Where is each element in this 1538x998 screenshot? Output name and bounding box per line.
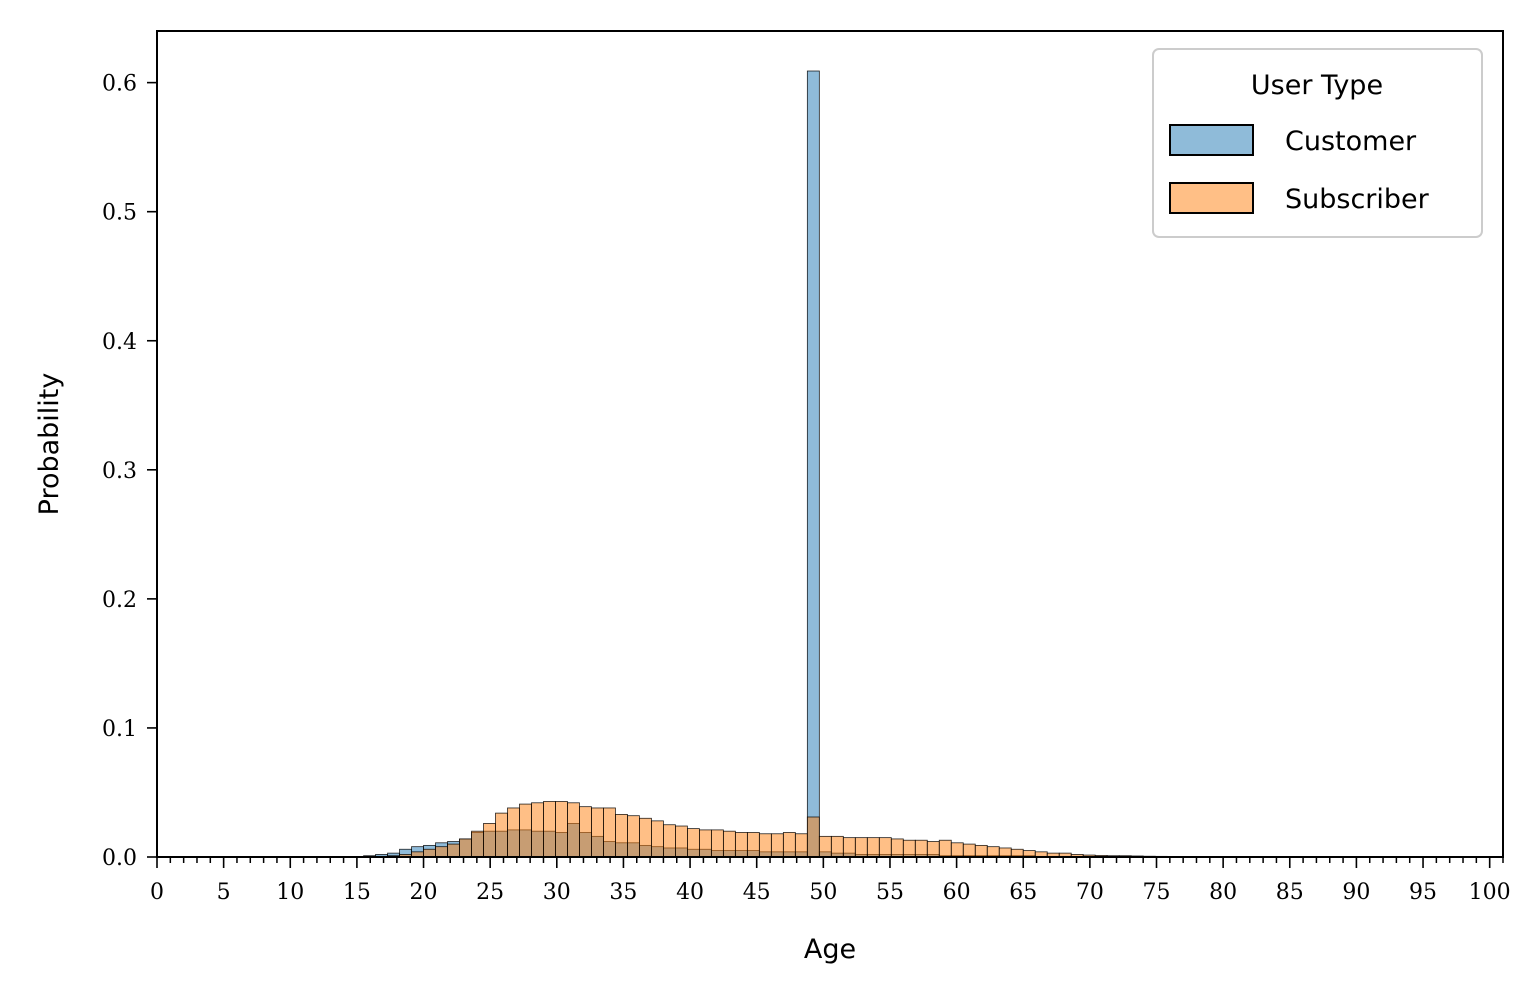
bar-subscriber-20 — [603, 807, 616, 858]
bar-subscriber-24 — [651, 820, 664, 858]
x-tick-label: 50 — [809, 880, 837, 905]
x-tick-label: 35 — [609, 880, 637, 905]
bar-subscriber-6 — [435, 846, 448, 858]
bar-subscriber-50 — [962, 843, 976, 858]
bar-subscriber-13 — [519, 803, 532, 858]
bar-subscriber-38 — [818, 835, 832, 858]
x-tick-label: 30 — [543, 880, 571, 905]
x-tick-label: 25 — [476, 880, 504, 905]
bar-subscriber-22 — [627, 815, 640, 858]
bar-subscriber-15 — [543, 801, 556, 858]
bar-subscriber-5 — [423, 848, 436, 858]
x-tick-label: 95 — [1409, 880, 1437, 905]
x-tick-label: 0 — [150, 880, 164, 905]
y-tick-label: 0.1 — [102, 717, 137, 742]
bar-subscriber-31 — [734, 832, 748, 858]
y-tick-label: 0.4 — [102, 330, 137, 355]
bar-subscriber-47 — [926, 841, 940, 858]
bar-customer-37 — [806, 70, 820, 858]
y-tick-label: 0.3 — [102, 459, 137, 484]
y-tick-label: 0.2 — [102, 588, 137, 613]
bar-subscriber-36 — [794, 833, 808, 858]
y-tick-label: 0.6 — [102, 72, 137, 97]
bar-subscriber-11 — [495, 812, 508, 858]
x-tick-label: 10 — [276, 880, 304, 905]
ticks-layer: 0 5 10 15 20 25 30 35 40 45 50 55 60 65 70 75 80 85 90 95 10… — [102, 72, 1511, 905]
x-tick-label: 20 — [410, 880, 438, 905]
bar-subscriber-35 — [782, 832, 796, 858]
bar-subscriber-34 — [770, 833, 784, 858]
bar-subscriber-33 — [758, 833, 772, 858]
x-tick-label: 90 — [1342, 880, 1370, 905]
x-tick-label: 40 — [676, 880, 704, 905]
x-tick-label: 75 — [1143, 880, 1171, 905]
bar-subscriber-54 — [1010, 848, 1024, 858]
bar-subscriber-42 — [866, 837, 880, 858]
bar-subscriber-52 — [986, 846, 1000, 858]
bar-subscriber-39 — [830, 835, 844, 858]
bar-subscriber-51 — [974, 844, 988, 858]
bar-subscriber-25 — [663, 824, 676, 858]
x-tick-label: 85 — [1276, 880, 1304, 905]
bar-subscriber-10 — [483, 823, 496, 858]
x-tick-label: 5 — [217, 880, 231, 905]
bar-subscriber-29 — [710, 829, 724, 858]
legend-items: Customer Subscriber — [1169, 124, 1430, 215]
bar-subscriber-18 — [579, 806, 592, 858]
bar-subscriber-28 — [698, 829, 712, 858]
bar-subscriber-49 — [950, 842, 964, 858]
plot-frame — [156, 30, 1504, 858]
legend-label-customer: Customer — [1285, 126, 1417, 157]
bar-subscriber-27 — [687, 828, 700, 858]
x-tick-label: 55 — [876, 880, 904, 905]
x-tick-label: 60 — [943, 880, 971, 905]
legend-swatch-customer — [1169, 124, 1254, 156]
bar-subscriber-16 — [555, 801, 568, 858]
legend-swatch-subscriber — [1169, 182, 1254, 214]
bar-subscriber-7 — [447, 843, 460, 858]
bar-subscriber-44 — [890, 838, 904, 858]
bars-layer — [363, 70, 1216, 858]
x-tick-label: 80 — [1209, 880, 1237, 905]
bar-subscriber-43 — [878, 837, 892, 858]
bar-subscriber-30 — [722, 830, 736, 858]
x-tick-label: 100 — [1469, 880, 1511, 905]
bar-subscriber-45 — [902, 839, 916, 858]
bar-subscriber-12 — [507, 807, 520, 858]
x-axis-label: Age — [804, 934, 856, 965]
y-tick-label: 0.5 — [102, 201, 137, 226]
bar-subscriber-23 — [639, 817, 652, 858]
bar-subscriber-21 — [615, 814, 628, 858]
bar-subscriber-32 — [746, 832, 760, 858]
legend-title: User Type — [1251, 70, 1383, 101]
legend: User Type Customer Subscriber — [1152, 48, 1483, 238]
x-tick-label: 65 — [1009, 880, 1037, 905]
bar-subscriber-48 — [938, 839, 952, 858]
bar-subscriber-9 — [471, 830, 484, 858]
bar-subscriber-37 — [806, 816, 820, 858]
bar-subscriber-8 — [459, 838, 472, 858]
y-axis-label: Probability — [34, 373, 65, 516]
y-tick-label: 0.0 — [102, 846, 137, 871]
bar-subscriber-19 — [591, 807, 604, 858]
x-tick-label: 45 — [743, 880, 771, 905]
x-tick-label: 15 — [343, 880, 371, 905]
bar-subscriber-41 — [854, 837, 868, 858]
bar-subscriber-40 — [842, 837, 856, 858]
bar-subscriber-26 — [675, 825, 688, 858]
bar-subscriber-17 — [567, 802, 580, 858]
bar-subscriber-53 — [998, 847, 1012, 858]
bar-subscriber-46 — [914, 839, 928, 858]
bar-subscriber-14 — [531, 802, 544, 858]
legend-label-subscriber: Subscriber — [1285, 184, 1430, 215]
x-tick-label: 70 — [1076, 880, 1104, 905]
